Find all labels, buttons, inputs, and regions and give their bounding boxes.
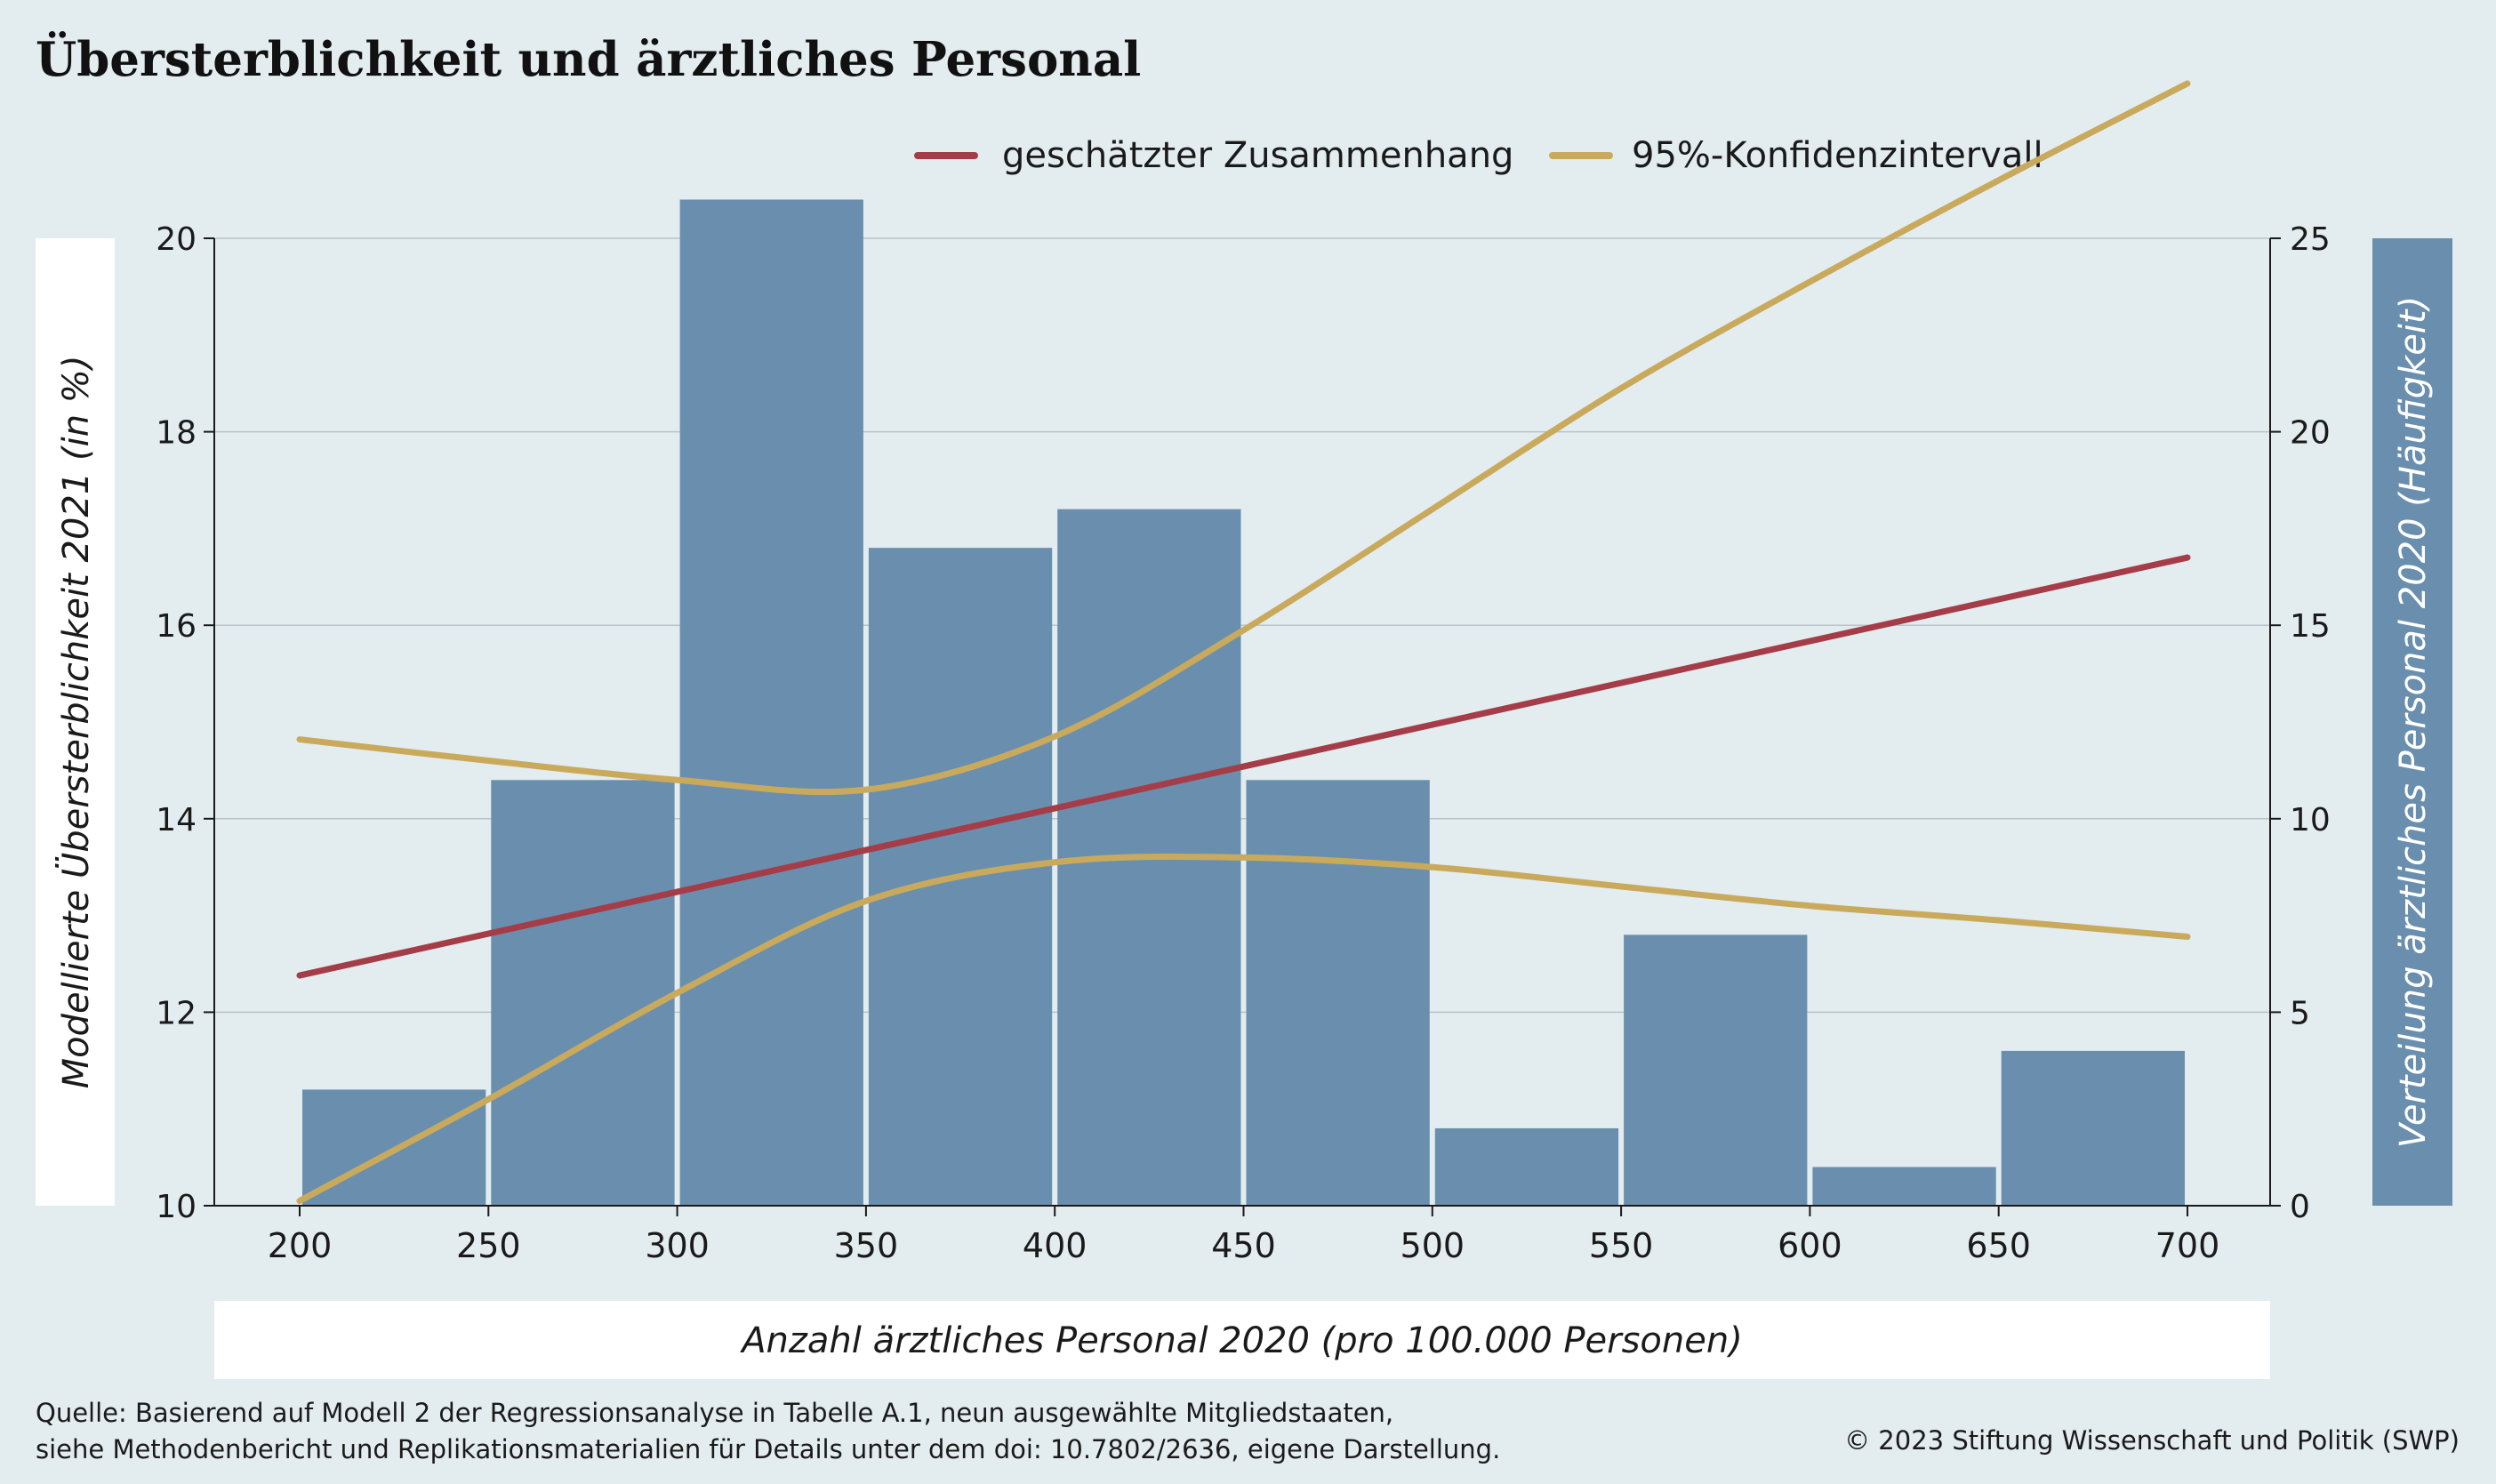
x-tick-label: 350: [834, 1226, 899, 1265]
right-tick-label: 5: [2290, 995, 2310, 1031]
left-tick-label: 14: [156, 802, 197, 838]
right-tick-label: 15: [2290, 608, 2331, 645]
x-tick-label: 500: [1400, 1226, 1465, 1265]
right-tick-label: 0: [2290, 1189, 2310, 1225]
x-tick-label: 250: [456, 1226, 521, 1265]
left-tick-label: 10: [156, 1189, 197, 1225]
left-axis-title: Modellierte Übersterblichkeit 2021 (in %…: [54, 356, 97, 1089]
x-tick-label: 450: [1211, 1226, 1276, 1265]
confidence-lower-line: [296, 853, 2191, 1205]
right-tick-label: 25: [2290, 221, 2331, 258]
x-tick-label: 400: [1023, 1226, 1087, 1265]
x-tick-label: 650: [1966, 1226, 2031, 1265]
legend-label-confidence: 95%-Konfidenzintervall: [1632, 135, 2043, 176]
histogram-bar: [1434, 1127, 1619, 1206]
x-axis-title: Anzahl ärztliches Personal 2020 (pro 100…: [739, 1320, 1743, 1361]
left-tick-label: 20: [156, 221, 197, 258]
legend: geschätzter Zusammenhang 95%-Konfidenzin…: [914, 135, 2043, 176]
histogram-bar: [491, 780, 675, 1206]
x-axis-title-box: [214, 1301, 2270, 1379]
right-axis-title: Verteilung ärztliches Personal 2020 (Häu…: [2393, 296, 2434, 1148]
left-tick-label: 12: [156, 995, 197, 1031]
source-line-1: Quelle: Basierend auf Modell 2 der Regre…: [36, 1398, 1393, 1428]
right-tick-label: 20: [2290, 415, 2331, 452]
chart-title: Übersterblichkeit und ärztliches Persona…: [36, 32, 1141, 87]
histogram-bar: [1246, 780, 1430, 1206]
x-tick-label: 300: [645, 1226, 710, 1265]
right-axis-title-box: [2372, 238, 2452, 1206]
histogram-bar: [1624, 935, 1808, 1206]
series-lines: [296, 80, 2191, 1205]
x-tick-label: 550: [1589, 1226, 1654, 1265]
left-tick-label: 16: [156, 608, 197, 645]
left-axis-title-box: [36, 238, 115, 1206]
copyright: © 2023 Stiftung Wissenschaft und Politik…: [1844, 1425, 2460, 1456]
x-tick-label: 200: [268, 1226, 333, 1265]
histogram-bar: [679, 199, 863, 1207]
left-tick-label: 18: [156, 415, 197, 452]
x-tick-label: 700: [2155, 1226, 2220, 1265]
right-tick-label: 10: [2290, 802, 2331, 838]
histogram-bar: [2001, 1050, 2185, 1206]
histogram-bars: [302, 199, 2185, 1207]
histogram-bar: [1812, 1167, 1996, 1206]
legend-label-estimate: geschätzter Zusammenhang: [1002, 135, 1513, 176]
confidence-upper-line: [296, 80, 2191, 796]
source-line-2: siehe Methodenbericht und Replikationsma…: [36, 1434, 1500, 1464]
x-tick-label: 600: [1778, 1226, 1842, 1265]
estimate-line: [296, 554, 2191, 979]
